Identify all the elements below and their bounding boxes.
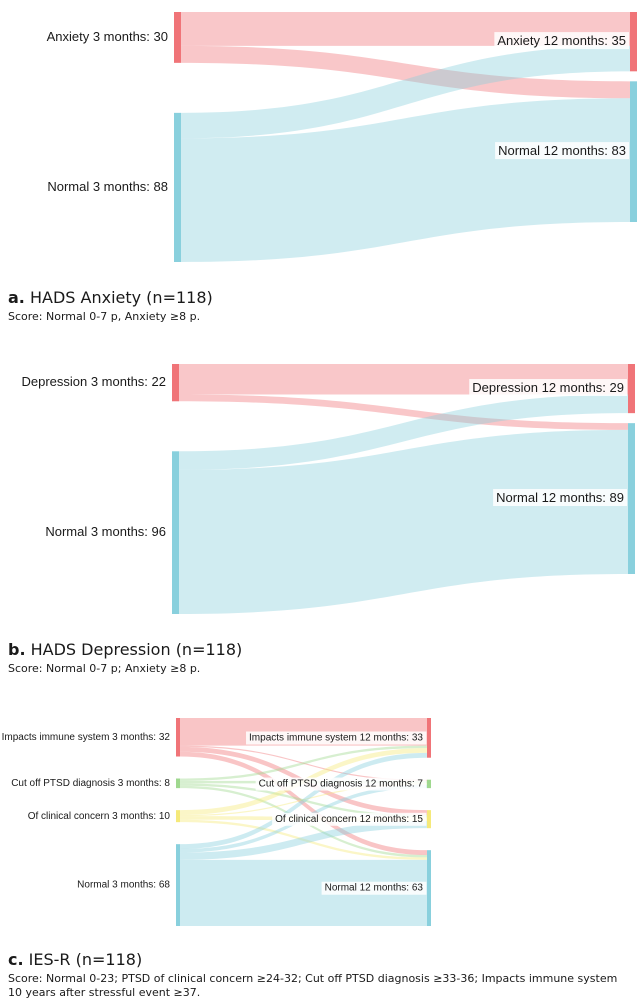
label-right-normal-12-months: Normal 12 months: 63 [325,883,424,894]
node-labels: Depression 3 months: 22 Normal 3 months: … [21,374,627,539]
caption-hads-depression: b. HADS Depression (n=118) Score: Normal… [8,640,632,676]
links [179,364,628,614]
nodes [176,718,431,926]
chart-title: c. IES-R (n=118) [8,950,632,970]
label-right-normal-12-months: Normal 12 months: 89 [496,490,624,505]
caption-hads-anxiety: a. HADS Anxiety (n=118) Score: Normal 0-… [8,288,632,324]
panel-letter: b. [8,640,26,659]
label-backdrop [469,379,627,397]
node-labels: Impacts immune system 3 months: 32 Cut of… [2,731,427,895]
link-normal-3-months-to-depression-12-months [179,394,628,470]
panel-letter: a. [8,288,25,307]
label-right-anxiety-12-months: Anxiety 12 months: 35 [497,33,626,48]
caption-ies-r: c. IES-R (n=118) Score: Normal 0-23; PTS… [8,950,632,1000]
node-left-normal-3-months [172,451,179,614]
link-of-clinical-concern-3-months-to-cut-off-ptsd-diagnosis-12-months [180,783,427,817]
panel-ies-r: Impacts immune system 3 months: 32 Cut of… [0,700,640,1008]
link-normal-3-months-to-anxiety-12-months [181,45,630,139]
link-of-clinical-concern-3-months-to-normal-12-months [180,819,427,860]
node-left-impacts-immune-system-3-months [176,718,180,757]
link-normal-3-months-to-impacts-immune-system-12-months [180,752,427,849]
node-left-depression-3-months [172,364,179,402]
node-left-anxiety-3-months [174,12,181,63]
link-normal-3-months-to-normal-12-months [179,429,628,614]
node-left-cut-off-ptsd-diagnosis-3-months [176,778,180,789]
node-left-normal-3-months [176,844,180,926]
node-right-impacts-immune-system-12-months [427,718,431,758]
panel-letter: c. [8,950,24,969]
label-right-cut-off-ptsd-diagnosis-12-months: Cut off PTSD diagnosis 12 months: 7 [259,779,424,790]
link-impacts-immune-system-3-months-to-cut-off-ptsd-diagnosis-12-months [180,745,427,781]
link-anxiety-3-months-to-normal-12-months [181,45,630,99]
sankey-hads-depression: Depression 3 months: 22 Normal 3 months: … [21,364,635,614]
label-left-normal-3-months: Normal 3 months: 88 [47,179,168,194]
label-left-depression-3-months: Depression 3 months: 22 [21,374,166,389]
link-normal-3-months-to-normal-12-months [180,859,427,926]
sankey-ies-r: Impacts immune system 3 months: 32 Cut of… [2,718,431,926]
label-right-depression-12-months: Depression 12 months: 29 [472,380,624,395]
node-right-cut-off-ptsd-diagnosis-12-months [427,779,431,789]
link-normal-3-months-to-of-clinical-concern-12-months [180,820,427,860]
link-cut-off-ptsd-diagnosis-3-months-to-impacts-immune-system-12-months [180,745,427,781]
title-text: HADS Anxiety (n=118) [29,288,213,307]
label-right-impacts-immune-system-12-months: Impacts immune system 12 months: 33 [249,732,423,743]
panel-hads-depression: Depression 3 months: 22 Normal 3 months: … [0,350,640,680]
label-backdrop [272,812,427,826]
nodes [172,364,635,614]
title-text: HADS Depression (n=118) [30,640,243,659]
label-backdrop [321,881,427,895]
link-cut-off-ptsd-diagnosis-3-months-to-of-clinical-concern-12-months [180,783,427,818]
label-left-anxiety-3-months: Anxiety 3 months: 30 [47,29,168,44]
title-text: IES-R (n=118) [28,950,143,969]
label-left-of-clinical-concern-3-months: Of clinical concern 3 months: 10 [28,811,171,822]
label-backdrop [493,489,627,507]
nodes [174,12,637,262]
label-left-impacts-immune-system-3-months: Impacts immune system 3 months: 32 [2,732,171,743]
link-impacts-immune-system-3-months-to-normal-12-months [180,751,427,855]
label-backdrop [495,142,629,160]
label-right-of-clinical-concern-12-months: Of clinical concern 12 months: 15 [275,814,423,825]
chart-title: b. HADS Depression (n=118) [8,640,632,660]
label-backdrop [246,731,427,745]
label-left-cut-off-ptsd-diagnosis-3-months: Cut off PTSD diagnosis 3 months: 8 [11,778,170,789]
label-backdrop [494,32,629,50]
label-left-normal-3-months: Normal 3 months: 68 [77,880,170,891]
label-right-normal-12-months: Normal 12 months: 83 [498,143,626,158]
label-left-normal-3-months: Normal 3 months: 96 [45,524,166,539]
links [181,12,630,263]
chart-title: a. HADS Anxiety (n=118) [8,288,632,308]
link-depression-3-months-to-normal-12-months [179,394,628,430]
node-labels: Anxiety 3 months: 30 Normal 3 months: 88 A… [47,29,629,194]
sankey-hads-anxiety: Anxiety 3 months: 30 Normal 3 months: 88 A… [47,12,637,263]
score-note: Score: Normal 0-7 p, Anxiety ≥8 p. [8,310,201,323]
node-left-of-clinical-concern-3-months [176,810,180,823]
node-right-normal-12-months [630,81,637,222]
label-backdrop [255,777,427,791]
score-note: Score: Normal 0-7 p; Anxiety ≥8 p. [8,662,201,675]
node-left-normal-3-months [174,112,181,262]
node-right-depression-12-months [628,364,635,414]
score-note: Score: Normal 0-23; PTSD of clinical con… [8,972,618,999]
link-normal-3-months-to-normal-12-months [181,98,630,263]
panel-hads-anxiety: Anxiety 3 months: 30 Normal 3 months: 88 A… [0,0,640,330]
node-right-of-clinical-concern-12-months [427,810,431,829]
node-right-anxiety-12-months [630,12,637,72]
node-right-normal-12-months [628,423,635,574]
node-right-normal-12-months [427,850,431,926]
